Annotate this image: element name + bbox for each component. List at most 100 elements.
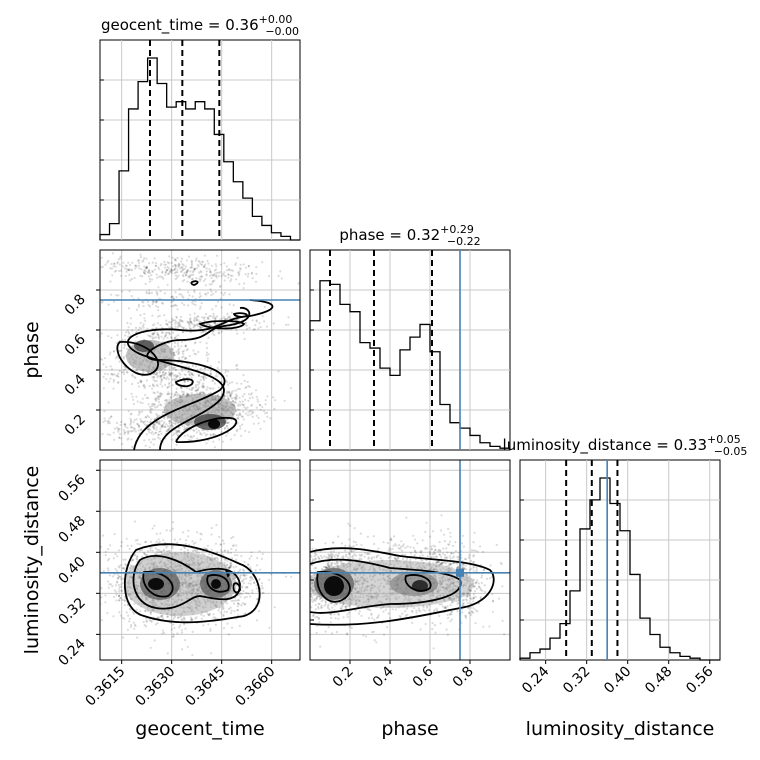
sample-point: [145, 265, 149, 268]
sample-point: [155, 551, 159, 554]
sample-point: [241, 585, 244, 588]
sample-point: [208, 387, 211, 390]
sample-point: [226, 421, 229, 425]
sample-point: [167, 331, 170, 334]
sample-point: [216, 300, 220, 303]
sample-point: [252, 581, 256, 584]
sample-point: [175, 391, 178, 394]
sample-point: [202, 624, 205, 627]
sample-point: [115, 581, 118, 584]
sample-point: [162, 549, 165, 553]
sample-point: [218, 322, 221, 325]
sample-point: [157, 315, 160, 318]
sample-point: [208, 613, 211, 617]
sample-point: [156, 395, 159, 398]
sample-point: [179, 386, 182, 389]
sample-point: [175, 432, 178, 435]
sample-point: [236, 416, 240, 419]
sample-point: [188, 320, 191, 323]
sample-point: [100, 256, 103, 259]
sample-point: [191, 265, 194, 268]
sample-point: [227, 390, 230, 393]
sample-point: [317, 607, 320, 610]
sample-point: [194, 259, 197, 262]
sample-point: [237, 602, 240, 605]
sample-point: [110, 368, 114, 371]
sample-point: [167, 371, 171, 374]
sample-point: [174, 291, 177, 294]
sample-point: [104, 601, 107, 604]
sample-point: [270, 573, 273, 576]
sample-point: [227, 273, 230, 276]
sample-point: [180, 362, 183, 365]
sample-point: [244, 586, 247, 589]
sample-point: [367, 557, 370, 560]
sample-point: [235, 389, 238, 392]
sample-point: [330, 602, 333, 605]
sample-point: [313, 598, 316, 601]
sample-point: [178, 321, 181, 324]
sample-point: [142, 384, 145, 387]
sample-point: [243, 573, 246, 577]
sample-point: [181, 320, 184, 323]
sample-point: [200, 302, 203, 305]
sample-point: [132, 402, 135, 406]
sample-point: [145, 266, 148, 269]
sample-point: [117, 381, 120, 384]
sample-point: [210, 273, 214, 277]
sample-point: [203, 432, 206, 435]
sample-point: [183, 427, 186, 430]
sample-point: [232, 599, 235, 603]
sample-point: [144, 416, 147, 419]
sample-point: [320, 554, 323, 558]
sample-point: [164, 270, 167, 273]
sample-point: [214, 316, 217, 319]
sample-point: [222, 627, 226, 630]
sample-point: [160, 425, 163, 428]
sample-point: [238, 270, 241, 273]
sample-point: [261, 315, 264, 318]
sample-point: [112, 380, 115, 383]
sample-point: [136, 423, 140, 426]
sample-point: [148, 291, 151, 294]
sample-point: [324, 542, 327, 545]
sample-point: [222, 542, 226, 545]
sample-point: [137, 305, 140, 308]
sample-point: [185, 349, 188, 352]
sample-point: [214, 304, 218, 308]
sample-point: [228, 566, 231, 569]
sample-point: [315, 570, 318, 573]
sample-point: [136, 636, 139, 639]
sample-point: [175, 304, 178, 307]
sample-point: [182, 268, 185, 271]
sample-point: [155, 398, 158, 401]
sample-point: [248, 385, 251, 388]
sample-point: [118, 360, 121, 363]
sample-point: [153, 403, 156, 406]
sample-point: [118, 566, 121, 569]
sample-point: [205, 388, 208, 391]
sample-point: [162, 422, 165, 425]
sample-point: [188, 373, 191, 376]
sample-point: [372, 630, 375, 633]
sample-point: [364, 635, 368, 638]
sample-point: [220, 291, 223, 295]
sample-point: [212, 440, 215, 443]
sample-point: [128, 567, 131, 570]
sample-point: [177, 324, 180, 327]
sample-point: [317, 602, 320, 605]
sample-point: [139, 610, 142, 613]
sample-point: [177, 334, 180, 337]
sample-point: [174, 264, 177, 267]
sample-point: [192, 549, 195, 553]
sample-point: [191, 364, 194, 368]
sample-point: [210, 652, 213, 655]
sample-point: [210, 283, 213, 286]
sample-point: [178, 430, 181, 434]
sample-point: [206, 291, 210, 294]
sample-point: [118, 427, 121, 431]
sample-point: [182, 391, 185, 394]
sample-point: [230, 611, 233, 615]
sample-point: [251, 412, 254, 415]
sample-point: [243, 574, 246, 577]
